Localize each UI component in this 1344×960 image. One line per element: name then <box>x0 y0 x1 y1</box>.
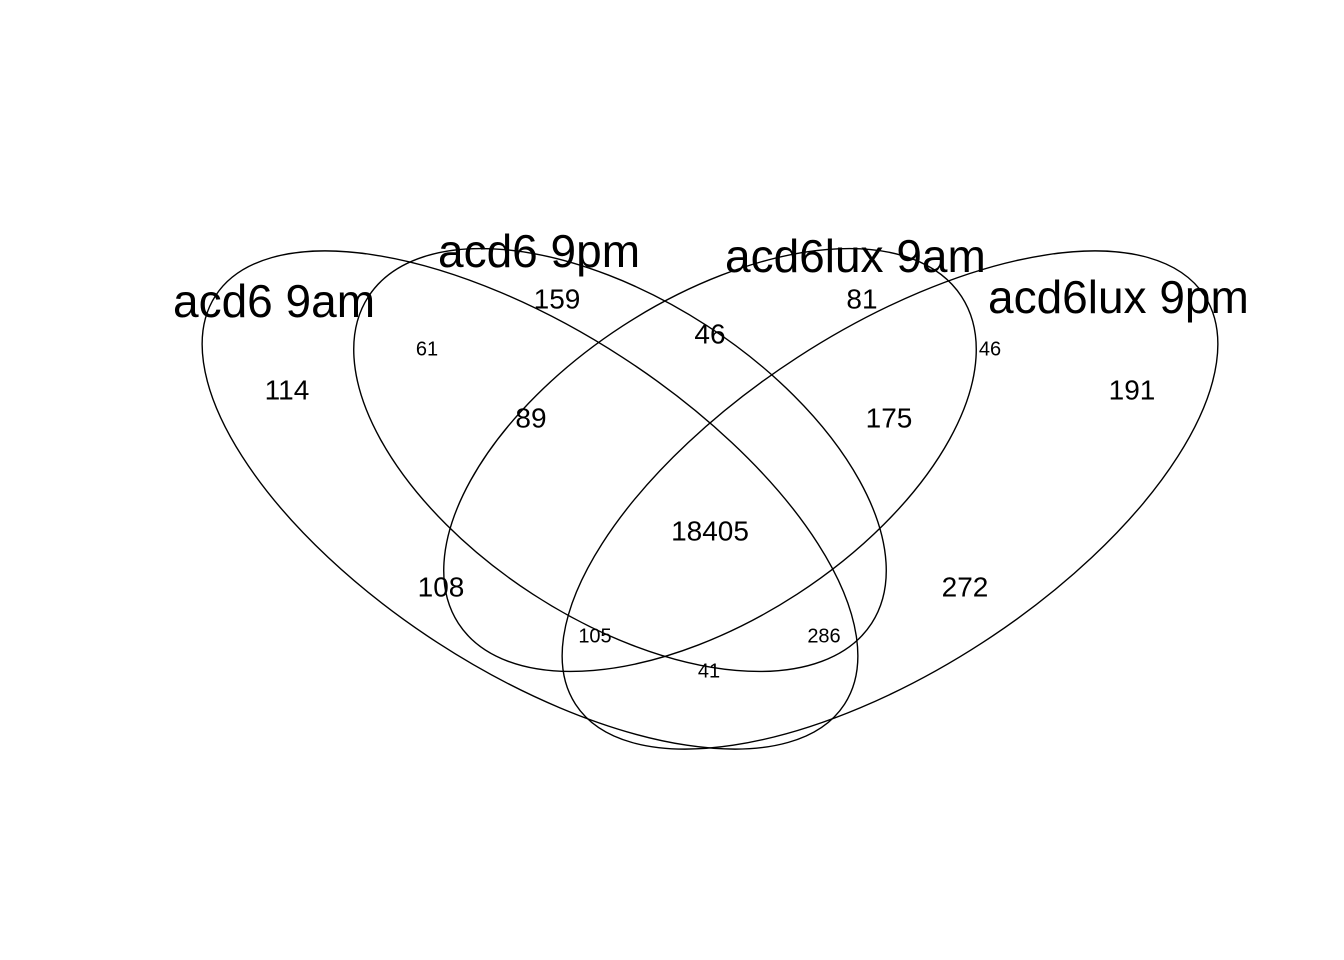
set-labels: acd6 9am acd6 9pm acd6lux 9am acd6lux 9p… <box>173 225 1249 327</box>
region-count-ad: 41 <box>698 660 720 682</box>
region-count-bc: 46 <box>694 318 725 349</box>
set-label-acd6lux-9pm: acd6lux 9pm <box>988 271 1249 323</box>
set-label-acd6-9pm: acd6 9pm <box>438 225 640 277</box>
ellipse-acd6lux-9pm <box>561 250 1219 750</box>
region-count-bcd: 175 <box>866 402 913 433</box>
region-count-acd: 105 <box>578 625 611 647</box>
region-count-abc: 89 <box>515 402 546 433</box>
region-count-d-only: 191 <box>1109 374 1156 405</box>
set-ellipses <box>201 247 1219 750</box>
region-count-ac: 108 <box>418 571 465 602</box>
region-count-cd: 46 <box>979 338 1001 360</box>
region-count-abd: 286 <box>807 625 840 647</box>
region-count-c-only: 81 <box>846 283 877 314</box>
ellipse-acd6lux-9am <box>443 247 977 673</box>
ellipse-acd6-9am <box>201 250 859 750</box>
set-label-acd6-9am: acd6 9am <box>173 275 375 327</box>
region-count-bd: 272 <box>942 571 989 602</box>
ellipse-acd6-9pm <box>353 247 887 673</box>
region-count-b-only: 159 <box>534 283 581 314</box>
region-count-ab: 61 <box>416 338 438 360</box>
region-count-a-only: 114 <box>265 374 310 405</box>
region-count-abcd: 18405 <box>671 515 749 546</box>
region-counts: 114 159 81 191 61 46 46 89 175 18405 108… <box>265 283 1156 682</box>
set-label-acd6lux-9am: acd6lux 9am <box>725 230 986 282</box>
